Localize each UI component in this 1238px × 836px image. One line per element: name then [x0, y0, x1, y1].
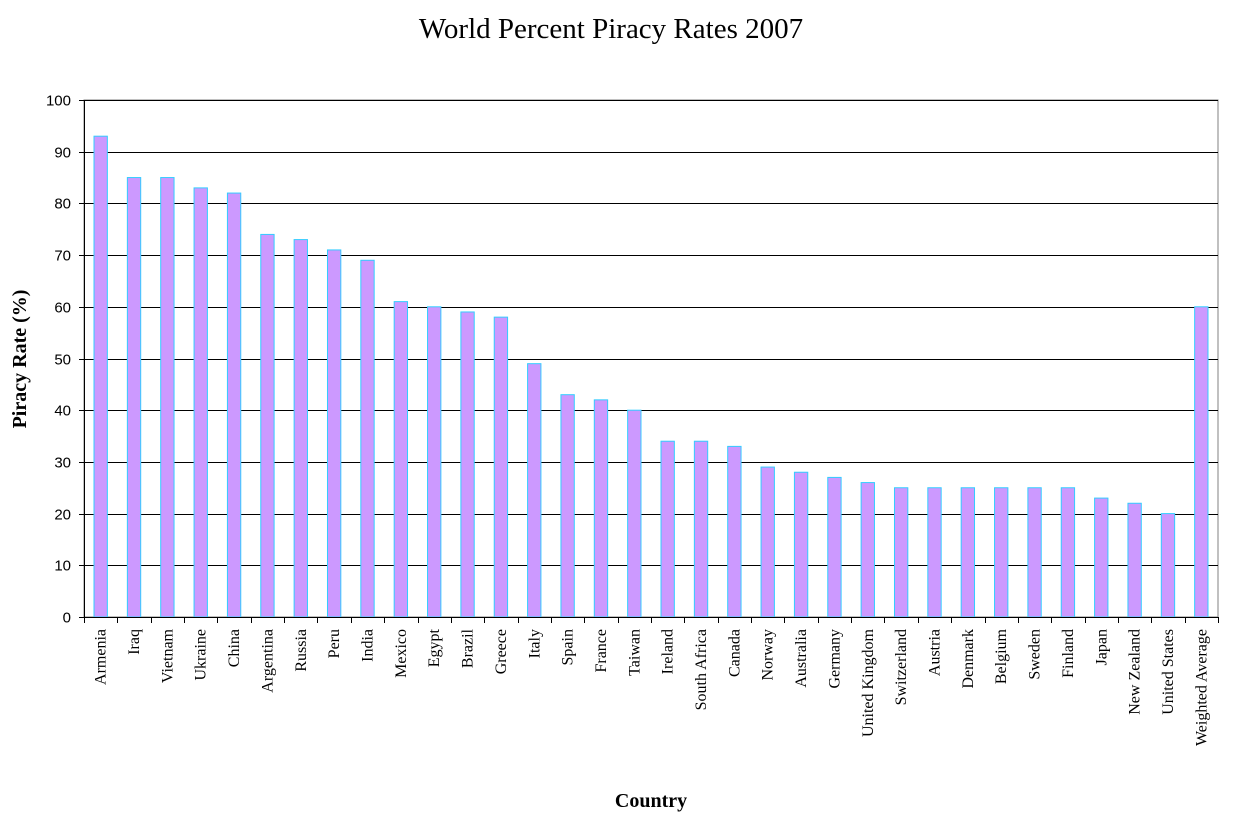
- bar-argentina: [260, 233, 275, 618]
- y-tick-label: 90: [54, 145, 71, 162]
- x-tick-label: Switzerland: [893, 629, 910, 705]
- x-tick-label: Germany: [826, 629, 843, 689]
- bar-sweden: [1027, 487, 1042, 618]
- x-tick-label: Austria: [927, 629, 944, 676]
- bar-new-zealand: [1127, 502, 1142, 618]
- x-tick-label: Ireland: [660, 629, 677, 674]
- bar-united-kingdom: [860, 482, 875, 618]
- bar-united-states: [1160, 513, 1176, 618]
- bar-egypt: [427, 306, 442, 618]
- x-axis-ticks: Armenia Iraq Vietnam Ukraine China Argentina R…: [93, 628, 1211, 746]
- x-tick-label: Russia: [293, 629, 310, 672]
- y-tick-label: 100: [46, 93, 71, 110]
- y-tick-label: 30: [54, 455, 71, 472]
- bar-belgium: [994, 487, 1009, 618]
- bar-armenia: [93, 135, 108, 618]
- y-tick-label: 50: [54, 352, 71, 369]
- x-tick-label: Japan: [1093, 629, 1110, 665]
- y-tick-label: 70: [54, 248, 71, 265]
- x-tick-label: New Zealand: [1127, 629, 1144, 715]
- bar-italy: [527, 363, 542, 618]
- bar-germany: [827, 476, 842, 618]
- bar-china: [226, 192, 242, 618]
- bar-south-africa: [693, 440, 709, 618]
- bar-mexico: [393, 301, 409, 618]
- x-tick-label: United States: [1160, 629, 1177, 715]
- x-tick-label: China: [226, 629, 243, 667]
- x-tick-label: South Africa: [693, 629, 710, 710]
- x-tick-label: Sweden: [1027, 629, 1044, 680]
- bar-denmark: [960, 487, 976, 618]
- bar-ireland: [660, 440, 675, 618]
- x-tick-label: Brazil: [460, 628, 477, 668]
- x-tick-label: Finland: [1060, 629, 1077, 678]
- x-tick-label: Denmark: [960, 629, 977, 689]
- x-tick-label: Argentina: [259, 629, 276, 693]
- y-tick-label: 60: [54, 300, 71, 317]
- x-tick-label: Spain: [560, 629, 577, 665]
- y-axis-ticks: 0 10 20 30 40 50 60 70 80 90 100: [46, 93, 71, 627]
- bar-spain: [560, 394, 575, 618]
- y-tick-label: 20: [54, 507, 71, 524]
- bar-taiwan: [627, 409, 642, 618]
- x-tick-label: Italy: [526, 629, 543, 658]
- x-tick-label: Egypt: [426, 628, 443, 667]
- bar-iraq: [126, 177, 142, 618]
- x-tick-label: Mexico: [393, 629, 410, 678]
- x-tick-label: Belgium: [993, 628, 1010, 684]
- bar-ukraine: [193, 187, 208, 618]
- x-tick-label: Peru: [326, 629, 343, 658]
- y-tick-label: 40: [54, 403, 71, 420]
- bar-brazil: [460, 311, 475, 618]
- x-tick-label: Norway: [760, 629, 777, 681]
- bar-finland: [1060, 487, 1076, 618]
- bar-greece: [493, 316, 509, 618]
- bar-austria: [927, 487, 942, 618]
- y-tick-label: 80: [54, 196, 71, 213]
- x-tick-label: Taiwan: [626, 629, 643, 676]
- x-tick-label: United Kingdom: [860, 628, 877, 737]
- bar-weighted-average: [1194, 306, 1209, 618]
- x-tick-label: France: [593, 629, 610, 673]
- x-tick-label: Armenia: [93, 629, 110, 685]
- y-tick-label: 0: [63, 610, 71, 627]
- axes: [79, 100, 1219, 623]
- y-axis-label: Piracy Rate (%): [9, 290, 31, 429]
- bars: [93, 135, 1209, 618]
- bar-canada: [727, 445, 742, 618]
- x-tick-label: Greece: [493, 629, 510, 674]
- x-tick-label: India: [360, 629, 377, 662]
- x-tick-label: Ukraine: [193, 629, 210, 681]
- bar-switzerland: [893, 487, 909, 618]
- x-axis-label: Country: [615, 790, 687, 812]
- bar-russia: [293, 239, 308, 618]
- x-tick-label: Australia: [793, 629, 810, 688]
- bar-norway: [760, 466, 775, 618]
- bar-vietnam: [160, 177, 175, 618]
- bar-peru: [326, 249, 342, 618]
- bar-australia: [793, 471, 809, 618]
- y-tick-label: 10: [54, 558, 71, 575]
- x-tick-label: Weighted Average: [1193, 629, 1210, 746]
- bar-japan: [1094, 497, 1109, 618]
- x-tick-label: Vietnam: [159, 628, 176, 683]
- bar-india: [360, 259, 375, 618]
- gridlines: [83, 99, 1219, 618]
- chart-title: World Percent Piracy Rates 2007: [419, 13, 803, 45]
- plot-area-border: [83, 99, 1219, 618]
- bar-france: [593, 399, 609, 618]
- x-tick-label: Iraq: [126, 629, 143, 655]
- x-tick-label: Canada: [726, 629, 743, 677]
